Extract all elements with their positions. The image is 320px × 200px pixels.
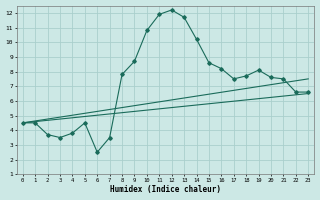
X-axis label: Humidex (Indice chaleur): Humidex (Indice chaleur) (110, 185, 221, 194)
